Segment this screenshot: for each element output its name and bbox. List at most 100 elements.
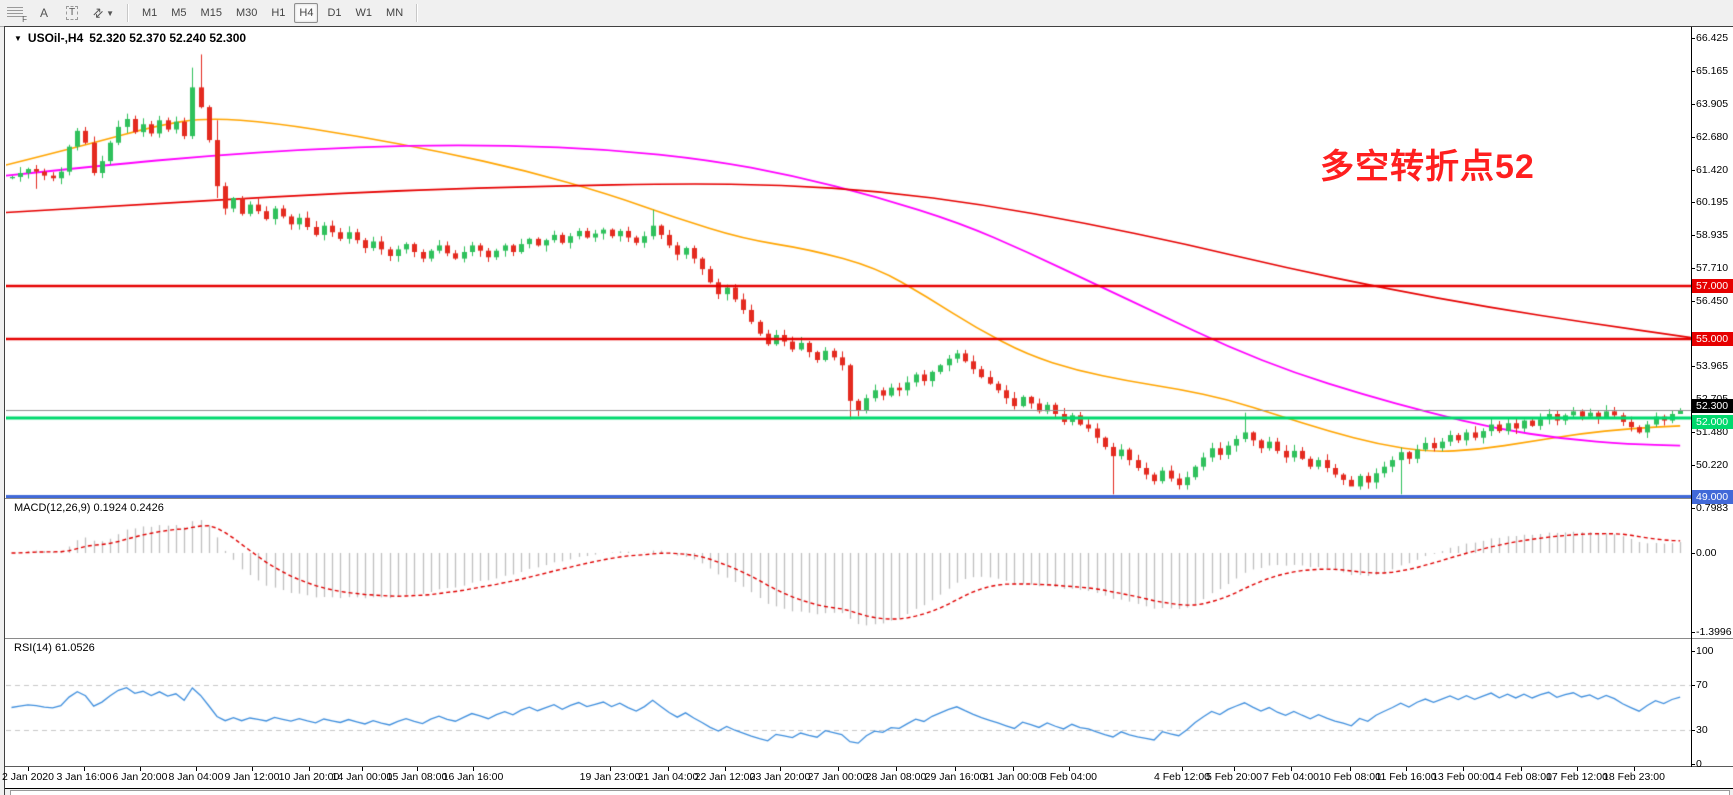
time-axis-label: 10 Jan 20:00 [278, 771, 340, 783]
time-axis-label: 9 Jan 12:00 [224, 771, 280, 783]
arrows-tool-button[interactable]: ⇄ ▼ [88, 3, 119, 23]
price-axis-tick: 62.680 [1691, 131, 1733, 143]
timeframe-button-M15[interactable]: M15 [200, 7, 222, 19]
time-axis-label: 6 Jan 20:00 [112, 771, 168, 783]
time-axis-tick [838, 767, 839, 771]
chart-window: ▼ USOil-,H4 52.320 52.370 52.240 52.300 … [2, 26, 1733, 795]
time-axis-tick [1182, 767, 1183, 771]
timeframe-button-H1[interactable]: H1 [271, 7, 286, 19]
time-axis-tick [1350, 767, 1351, 771]
time-axis-tick [725, 767, 726, 771]
chart-title: ▼ USOil-,H4 52.320 52.370 52.240 52.300 [14, 31, 246, 45]
timeframe-button-MN[interactable]: MN [386, 7, 404, 19]
timeframe-button-M1[interactable]: M1 [141, 7, 158, 19]
time-axis-label: 22 Jan 12:00 [694, 771, 756, 783]
price-badge-57.000: 57.000 [1692, 279, 1733, 294]
price-axis-tick: 57.710 [1691, 262, 1733, 274]
text-tool-button[interactable]: A [32, 3, 56, 23]
rsi-axis-tick: 0 [1691, 758, 1733, 770]
time-axis-tick [1634, 767, 1635, 771]
price-badge-55.000: 55.000 [1692, 331, 1733, 346]
time-axis-tick [196, 767, 197, 771]
price-axis-tick: 58.935 [1691, 229, 1733, 241]
price-axis-tick: 60.195 [1691, 196, 1733, 208]
time-axis-tick [84, 767, 85, 771]
rsi-axis-tick: 30 [1691, 724, 1733, 736]
time-axis-tick [1406, 767, 1407, 771]
time-axis-label: 14 Jan 00:00 [331, 771, 393, 783]
time-axis-tick [896, 767, 897, 771]
price-badge-52.300: 52.300 [1692, 399, 1733, 414]
price-axis-tick: 63.905 [1691, 98, 1733, 110]
time-axis-tick [1463, 767, 1464, 771]
macd-label: MACD(12,26,9) 0.1924 0.2426 [14, 502, 164, 514]
time-axis-label: 16 Jan 16:00 [442, 771, 504, 783]
text-icon: A [39, 6, 48, 20]
toolbar: F A T ⇄ ▼ M1 M5 M15 M30 H1 H4 D1 W1 MN [0, 0, 1733, 27]
panel-separator[interactable] [5, 498, 1733, 501]
rsi-axis-tick: 100 [1691, 645, 1733, 657]
timeframe-buttons: M1 M5 M15 M30 H1 H4 D1 W1 MN [135, 3, 410, 23]
timeframe-button-D1[interactable]: D1 [327, 7, 342, 19]
time-axis-tick [362, 767, 363, 771]
price-axis-tick: 56.450 [1691, 295, 1733, 307]
chart-tab[interactable] [10, 790, 90, 795]
ohlc-quote-label: 52.320 52.370 52.240 52.300 [89, 31, 247, 45]
toolbar-separator [416, 4, 419, 22]
arrows-icon: ⇄ [89, 4, 107, 22]
label-icon: T [65, 6, 79, 20]
annotation-text[interactable]: 多空转折点52 [1320, 148, 1535, 186]
time-axis-tick [1013, 767, 1014, 771]
timeframe-button-H4[interactable]: H4 [294, 3, 319, 23]
price-axis-divider [1691, 27, 1692, 788]
label-tool-button[interactable]: T [60, 3, 84, 23]
time-axis-tick [1069, 767, 1070, 771]
panel-separator[interactable] [5, 638, 1733, 641]
time-axis-label: 23 Jan 20:00 [749, 771, 811, 783]
fibonacci-tool-button[interactable]: F [2, 3, 28, 24]
time-axis-label: 14 Feb 08:00 [1490, 771, 1552, 783]
price-chart-canvas[interactable] [6, 28, 1691, 498]
time-axis-label: 13 Feb 00:00 [1432, 771, 1494, 783]
time-axis-tick [28, 767, 29, 771]
time-axis-label: 3 Jan 16:00 [56, 771, 112, 783]
time-axis-tick [252, 767, 253, 771]
rsi-panel-canvas[interactable] [6, 640, 1691, 766]
time-axis: 2 Jan 2020 3 Jan 16:00 6 Jan 20:00 8 Jan 04… [2, 767, 1733, 788]
time-axis-label: 3 Feb 04:00 [1040, 771, 1098, 783]
time-axis-tick [1234, 767, 1235, 771]
price-axis-tick: 66.425 [1691, 32, 1733, 44]
price-axis-tick: 53.965 [1691, 360, 1733, 372]
time-axis-label: 7 Feb 04:00 [1262, 771, 1320, 783]
time-axis-tick [309, 767, 310, 771]
time-axis-tick [1291, 767, 1292, 771]
fibonacci-icon: F [7, 7, 27, 24]
timeframe-button-M5[interactable]: M5 [171, 7, 187, 19]
time-axis-tick [417, 767, 418, 771]
time-axis-tick [140, 767, 141, 771]
time-axis-label: 28 Jan 08:00 [865, 771, 927, 783]
symbol-dropdown-caret-icon[interactable]: ▼ [14, 33, 22, 43]
time-axis-label: 11 Feb 16:00 [1375, 771, 1437, 783]
time-axis-label: 21 Jan 04:00 [637, 771, 699, 783]
macd-axis-tick: 0.00 [1691, 547, 1733, 559]
time-axis-tick [780, 767, 781, 771]
time-axis-label: 17 Feb 12:00 [1546, 771, 1608, 783]
time-axis-tick [668, 767, 669, 771]
time-axis-tick [955, 767, 956, 771]
price-axis-tick: 50.220 [1691, 459, 1733, 471]
price-axis-tick: 61.420 [1691, 164, 1733, 176]
chart-tab[interactable] [89, 790, 1730, 795]
price-badge-52.000: 52.000 [1692, 414, 1733, 429]
time-axis-label: 31 Jan 00:00 [982, 771, 1044, 783]
rsi-label: RSI(14) 61.0526 [14, 642, 95, 654]
time-axis-tick [473, 767, 474, 771]
macd-panel-canvas[interactable] [6, 500, 1691, 638]
price-axis-tick: 65.165 [1691, 65, 1733, 77]
time-axis-tick [610, 767, 611, 771]
timeframe-button-W1[interactable]: W1 [355, 7, 373, 19]
time-axis-label: 18 Feb 23:00 [1603, 771, 1665, 783]
timeframe-button-M30[interactable]: M30 [235, 7, 258, 19]
chevron-down-icon[interactable]: ▼ [106, 8, 114, 18]
